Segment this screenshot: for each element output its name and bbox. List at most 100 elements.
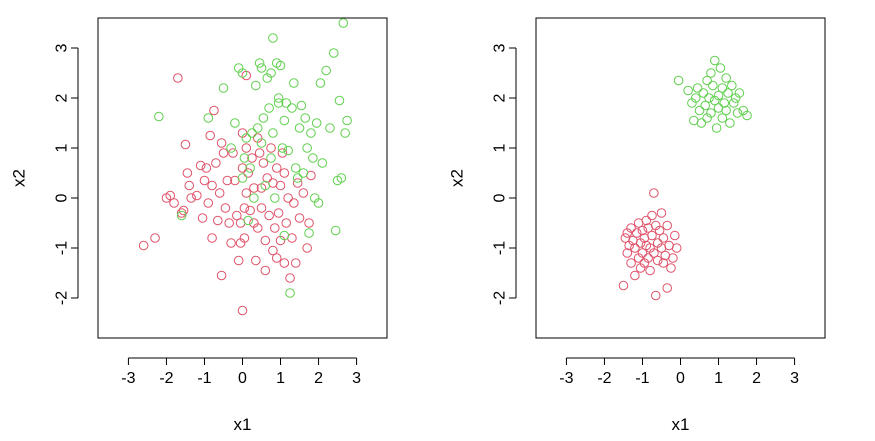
data-point [647,210,657,221]
data-point [279,115,290,126]
x-tick-label: 0 [676,370,685,387]
y-tick-label: 2 [492,93,509,102]
data-point [264,210,274,221]
data-point [241,143,252,153]
data-point [260,265,271,276]
x-tick-label: 2 [314,370,323,387]
data-point [630,270,640,281]
data-point [247,153,257,163]
data-point [251,80,261,91]
data-point [719,98,730,108]
data-point [283,193,293,203]
data-point [669,230,680,241]
data-point [277,143,288,153]
data-point [231,210,242,221]
data-point [237,163,248,173]
data-point [702,75,712,86]
y-tick-label: 3 [54,43,71,52]
y-tick-label: 0 [492,193,509,202]
data-point [666,263,676,273]
data-point [228,148,238,158]
data-point [302,243,312,253]
data-point [209,105,219,116]
data-point [704,93,714,103]
x-tick-label: -1 [197,370,211,387]
data-point [192,190,202,201]
data-point [256,203,267,213]
data-point [725,118,735,128]
data-point [715,63,726,73]
x-tick-label: -3 [121,370,135,387]
data-point [294,123,305,133]
data-point [658,233,669,243]
x-tick-label: 0 [238,370,247,387]
data-point [294,213,305,223]
plot-frame [97,17,388,339]
data-point [292,173,303,183]
data-point [216,138,227,148]
y-tick-label: 3 [492,43,509,52]
data-point [728,98,739,108]
data-point [630,243,640,253]
data-point [241,188,252,198]
data-point [727,80,737,91]
data-point [241,133,252,143]
data-point [266,143,276,153]
data-point [264,103,274,113]
data-point [182,168,193,178]
data-point [214,188,225,198]
x-tick-label: 3 [790,370,799,387]
x-tick-label: -1 [635,370,649,387]
data-point [218,83,229,93]
data-point [270,223,280,233]
data-point [631,228,642,238]
data-point [239,153,250,163]
data-point [239,203,250,213]
data-point [222,175,233,186]
scatter-panel-right: -3 -2 -1 0 1 2 3 -2 -1 0 1 2 3 x1 x2 [448,17,826,434]
data-point [658,258,669,268]
data-point [709,55,720,66]
data-point [732,108,743,118]
data-point [237,68,248,78]
y-axis-label: x2 [448,169,467,187]
data-point [207,180,217,191]
data-point [176,210,187,221]
x-axis-label: x1 [234,415,252,434]
data-point [220,203,231,213]
data-point [260,235,271,246]
data-point [713,90,724,101]
y-axis-label: x2 [10,169,29,187]
data-point [289,198,299,208]
data-point [279,258,290,268]
data-point [205,130,215,141]
x-tick-label: 1 [714,370,723,387]
data-point [268,33,278,43]
data-point [711,123,722,133]
data-point [256,138,267,148]
data-point [650,290,661,301]
data-point [258,158,269,168]
data-point [207,233,217,243]
x-tick-label: -2 [597,370,611,387]
data-point [201,163,212,173]
data-point [334,95,345,106]
data-point [237,305,248,316]
data-point [252,123,263,133]
data-point [178,205,189,216]
x-tick-label: 1 [276,370,285,387]
data-point [308,153,318,163]
data-point [243,168,254,178]
data-point [237,173,248,183]
data-point [203,198,214,208]
data-point [150,233,160,243]
data-point [230,118,240,128]
data-point [342,115,352,126]
data-point [197,213,208,223]
data-point [285,288,295,298]
y-tick-label: 0 [54,193,71,202]
data-point [317,158,328,168]
data-point [199,175,210,186]
data-point [249,193,259,203]
